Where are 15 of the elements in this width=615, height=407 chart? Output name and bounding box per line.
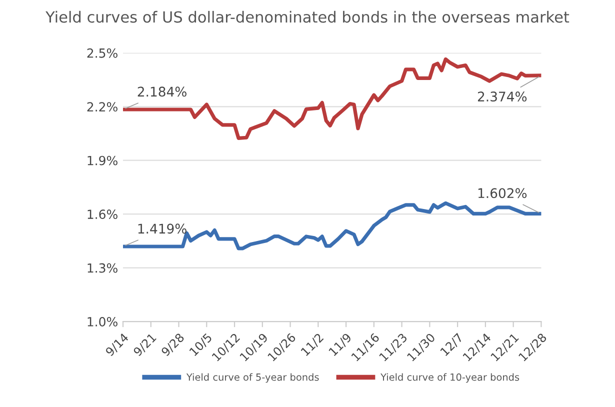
y-tick-label: 2.5% (87, 48, 118, 58)
annotation: 1.419% (138, 224, 186, 234)
legend-label: Yield curve of 5-year bonds (186, 373, 319, 383)
y-tick-label: 1.0% (88, 317, 118, 326)
annotation: 2.374% (478, 92, 527, 102)
y-tick-label: 1.6% (88, 210, 118, 220)
chart-title: Yield curves of US dollar-denominated bonds in the overseas market (46, 10, 570, 23)
y-tick-label: 2.2% (87, 102, 118, 112)
line-series (123, 57, 542, 140)
y-tick-label: 1.3% (88, 263, 118, 273)
legend-label: Yield curve of 10-year bonds (380, 373, 520, 383)
y-tick-label: 1.9% (88, 156, 118, 166)
line-series (123, 201, 542, 250)
annotation: 2.184% (138, 86, 186, 97)
annotation: 1.602% (478, 188, 527, 198)
